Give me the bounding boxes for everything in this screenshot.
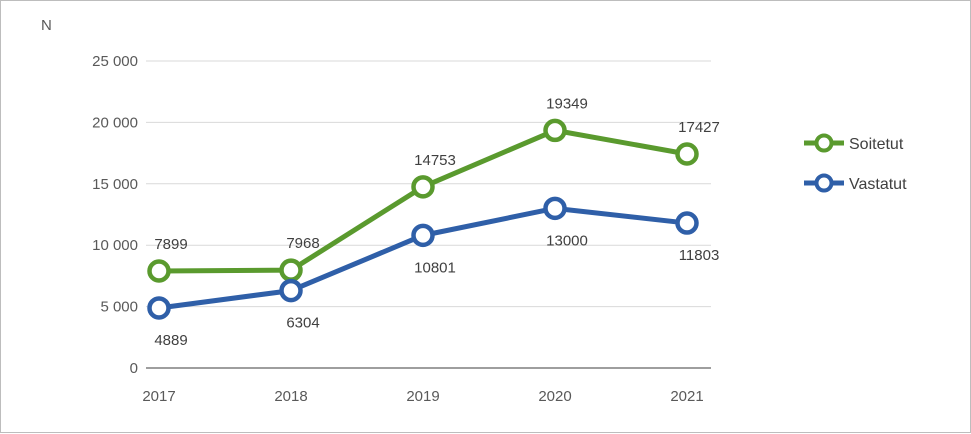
x-tick-labels: 2017 2018 2019 2020 2021 xyxy=(142,388,703,405)
y-tick-label: 15 000 xyxy=(92,176,138,193)
data-label: 19349 xyxy=(546,95,588,112)
x-tick-label: 2018 xyxy=(274,388,307,405)
y-axis-label: N xyxy=(41,17,52,34)
y-tick-label: 0 xyxy=(130,360,138,377)
data-label: 10801 xyxy=(414,259,456,276)
y-tick-label: 10 000 xyxy=(92,237,138,254)
data-label: 7968 xyxy=(286,235,319,252)
data-label: 17427 xyxy=(678,119,720,136)
data-point xyxy=(147,259,171,283)
legend: Soitetut Vastatut xyxy=(804,133,907,193)
x-tick-label: 2020 xyxy=(538,388,571,405)
y-tick-label: 5 000 xyxy=(100,299,138,316)
data-point xyxy=(543,118,567,143)
data-point xyxy=(675,142,699,166)
legend-swatch-marker xyxy=(814,173,834,193)
x-tick-label: 2017 xyxy=(142,388,175,405)
y-tick-label: 25 000 xyxy=(92,53,138,70)
x-tick-label: 2019 xyxy=(406,388,439,405)
y-tick-labels: 0 5 000 10 000 15 000 20 000 25 000 xyxy=(92,53,138,377)
series-line-vastatut xyxy=(158,205,688,311)
data-point xyxy=(279,258,303,282)
data-label: 4889 xyxy=(154,332,187,349)
data-point xyxy=(411,175,435,199)
data-point xyxy=(279,278,303,303)
data-label: 13000 xyxy=(546,232,588,249)
data-point xyxy=(411,223,435,248)
data-label: 6304 xyxy=(286,315,319,332)
data-point xyxy=(543,196,567,221)
data-point xyxy=(675,211,699,235)
data-label: 7899 xyxy=(154,236,187,253)
y-tick-label: 20 000 xyxy=(92,114,138,131)
data-point xyxy=(147,296,171,320)
series-group: 7899 7968 14753 19349 17427 4889 6304 10801 1300… xyxy=(147,95,720,349)
legend-entry-soitetut: Soitetut xyxy=(849,136,904,153)
data-label: 11803 xyxy=(679,247,720,264)
x-tick-label: 2021 xyxy=(670,388,703,405)
legend-swatch-marker xyxy=(814,133,834,153)
legend-entry-vastatut: Vastatut xyxy=(849,176,907,193)
data-label: 14753 xyxy=(414,152,456,169)
